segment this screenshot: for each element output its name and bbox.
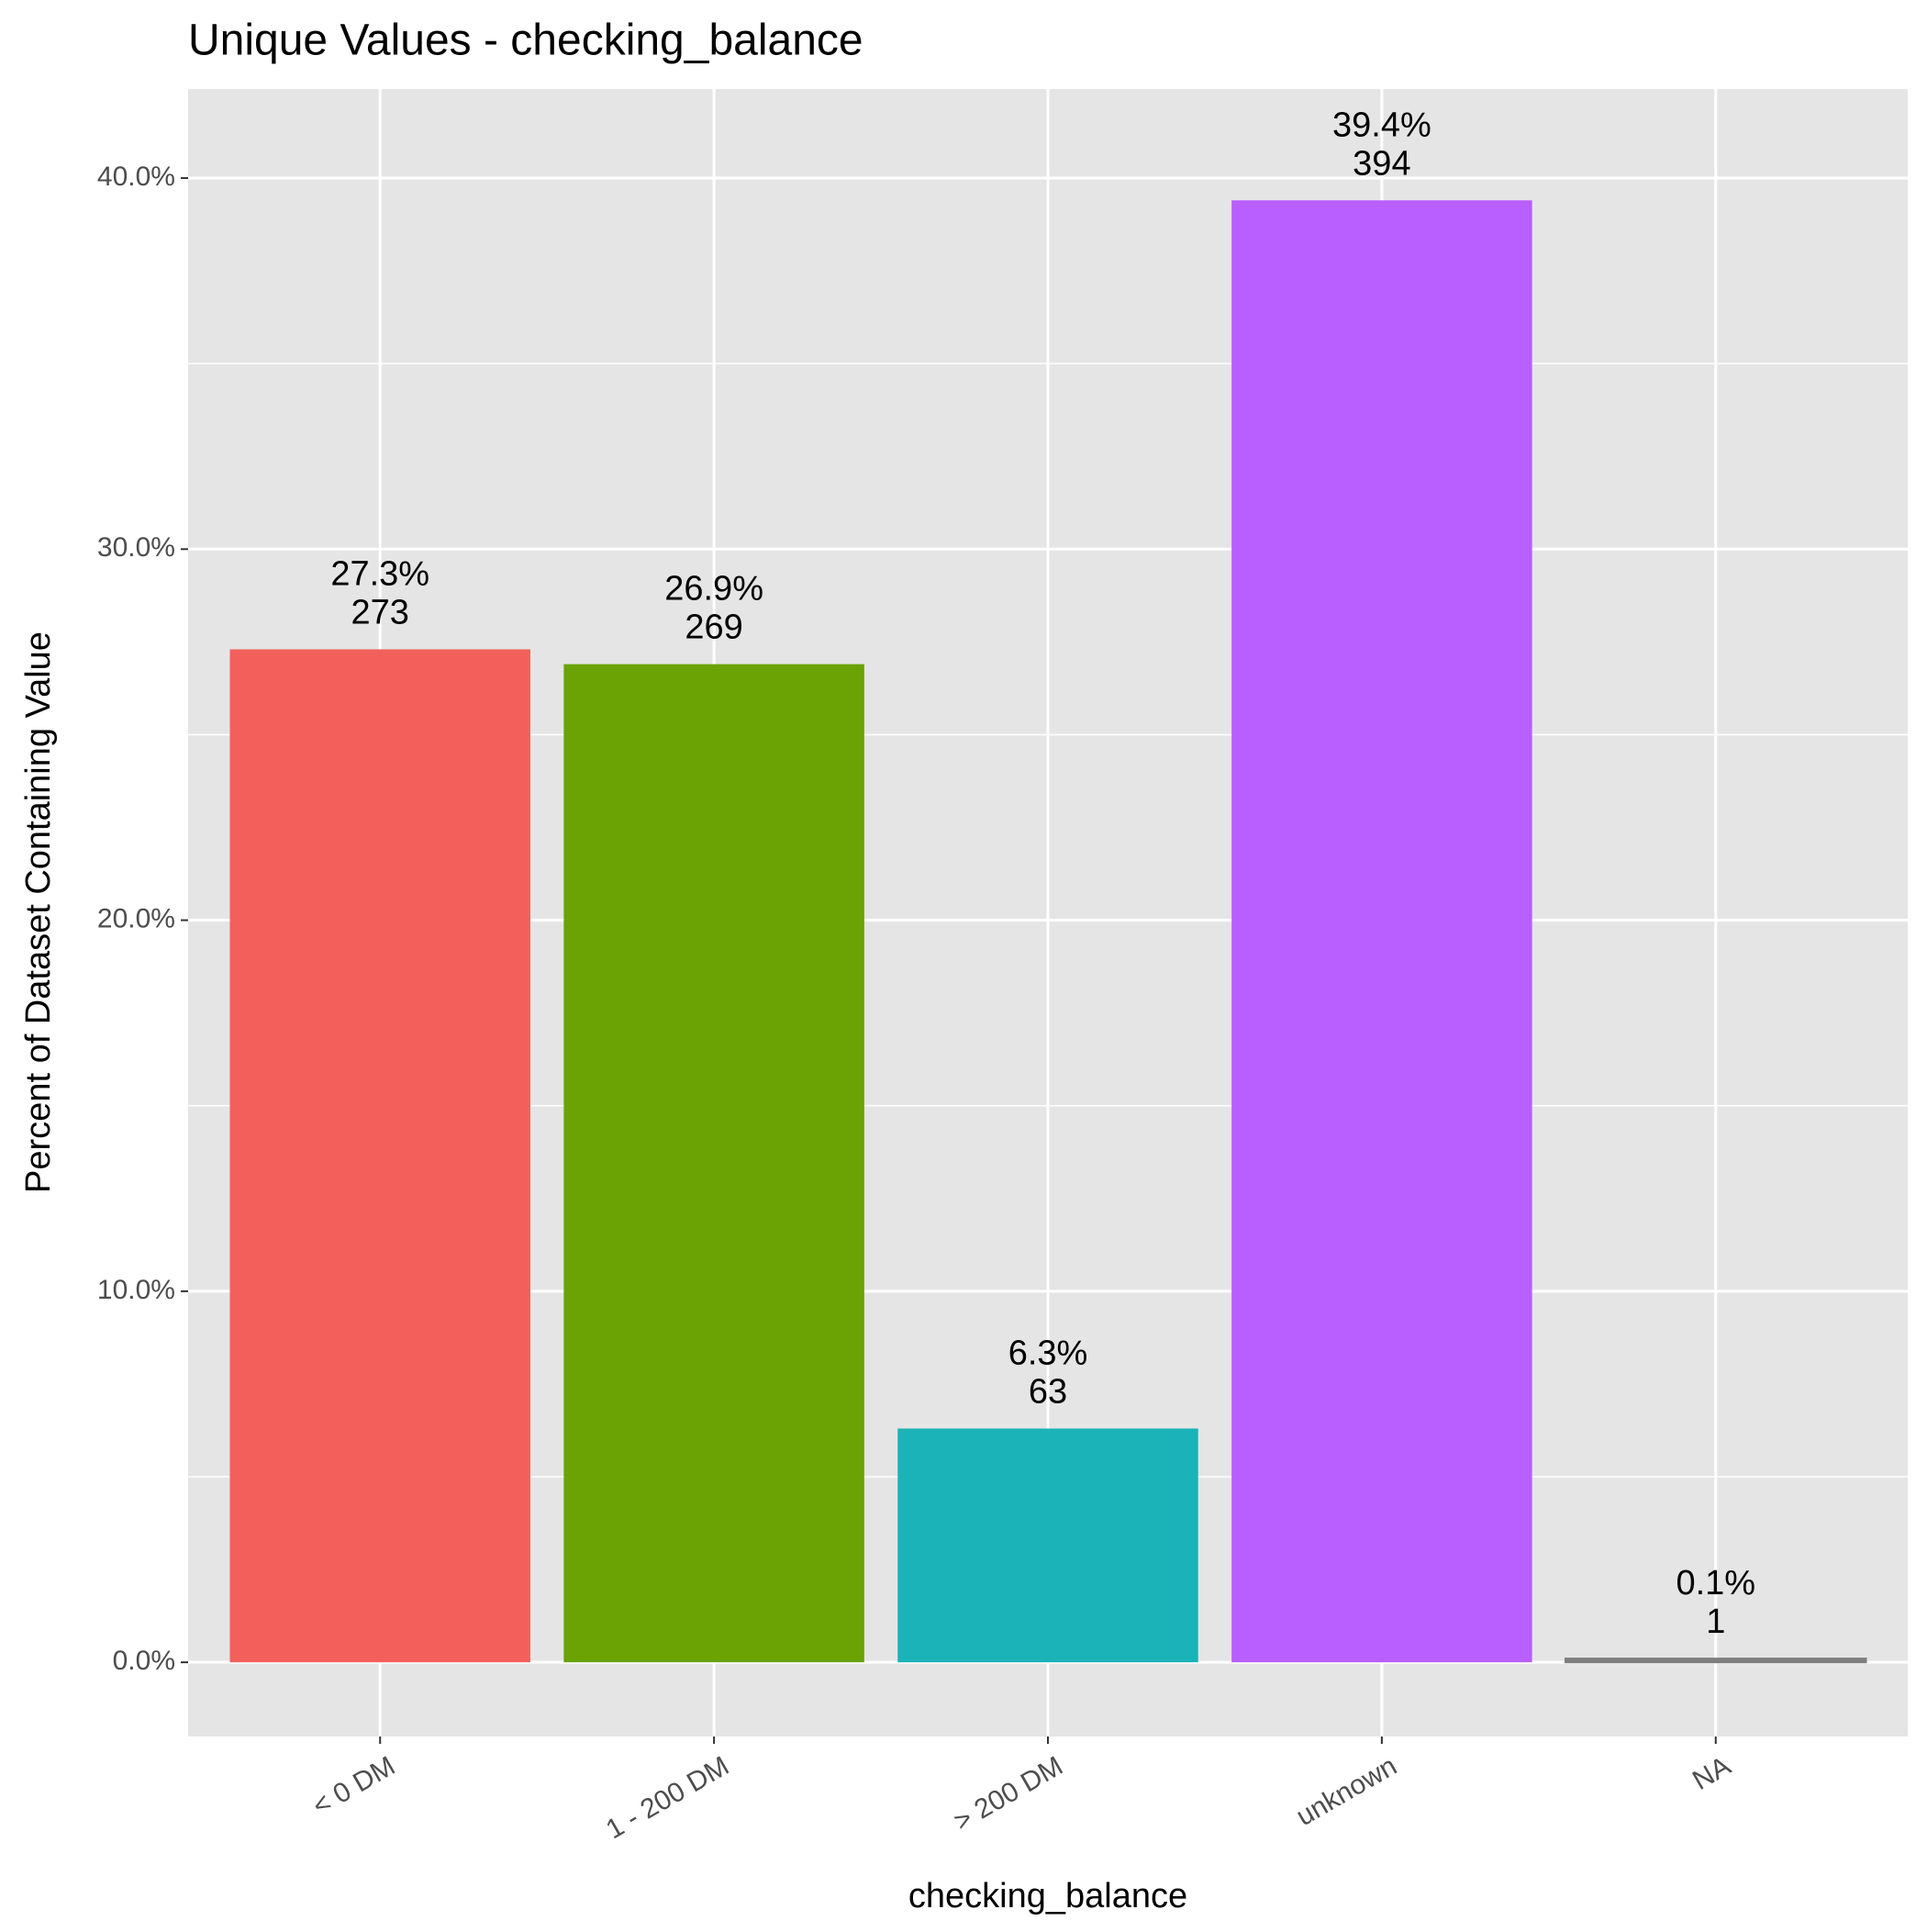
y-tick-label: 10.0% xyxy=(97,1275,175,1305)
data-label-count: 1 xyxy=(1706,1603,1725,1641)
bar xyxy=(1565,1658,1867,1664)
data-label-count: 273 xyxy=(351,593,409,631)
data-label-percent: 0.1% xyxy=(1676,1564,1755,1603)
y-tick-label: 40.0% xyxy=(97,162,175,192)
y-tick-label: 30.0% xyxy=(97,532,175,563)
y-tick-label: 20.0% xyxy=(97,904,175,934)
data-label-percent: 6.3% xyxy=(1008,1334,1088,1372)
data-label-percent: 39.4% xyxy=(1332,106,1431,144)
data-label-count: 394 xyxy=(1353,144,1410,183)
chart-title: Unique Values - checking_balance xyxy=(188,17,863,65)
y-axis-title: Percent of Dataset Containing Value xyxy=(19,631,58,1193)
bar xyxy=(563,664,864,1663)
bar xyxy=(1231,200,1532,1663)
data-label-percent: 27.3% xyxy=(330,554,429,593)
bar xyxy=(897,1428,1198,1663)
x-axis-title: checking_balance xyxy=(908,1877,1187,1915)
data-label-count: 269 xyxy=(685,609,742,647)
bar xyxy=(229,649,530,1663)
y-tick-label: 0.0% xyxy=(113,1646,175,1676)
data-label-count: 63 xyxy=(1029,1372,1067,1411)
data-label-percent: 26.9% xyxy=(664,570,763,609)
